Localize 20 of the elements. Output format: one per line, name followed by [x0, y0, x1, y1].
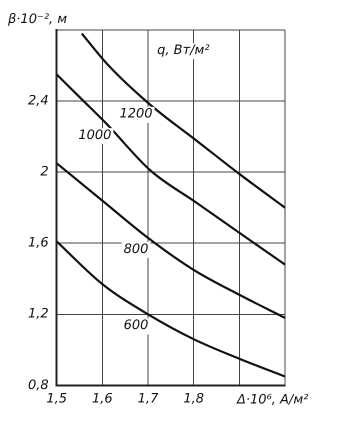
- x-tick-label: 1,7: [138, 392, 160, 407]
- x-tick-label: 1,8: [183, 392, 204, 407]
- line-series: [56, 240, 285, 378]
- series-label: 1200: [119, 106, 153, 122]
- x-tick-label: 1,5: [46, 392, 68, 407]
- x-tick-label: 1,6: [92, 392, 113, 407]
- y-tick-label: 0,8: [28, 378, 49, 393]
- line-series: [56, 73, 285, 266]
- line-series: [56, 162, 285, 319]
- y-tick-label: 1,6: [28, 236, 49, 251]
- series-label: 600: [124, 318, 148, 334]
- series-label: 1000: [78, 128, 112, 144]
- y-tick-label: 2: [40, 164, 49, 180]
- y-axis-title: β·10⁻², м: [7, 12, 68, 27]
- y-tick-label: 1,2: [28, 306, 49, 322]
- series-label: 800: [124, 242, 148, 257]
- x-axis-title: Δ·10⁶, А/м²: [236, 392, 308, 408]
- legend-title: q, Вт/м²: [157, 43, 210, 58]
- line-series: [80, 32, 285, 209]
- y-tick-label: 2,4: [28, 93, 49, 108]
